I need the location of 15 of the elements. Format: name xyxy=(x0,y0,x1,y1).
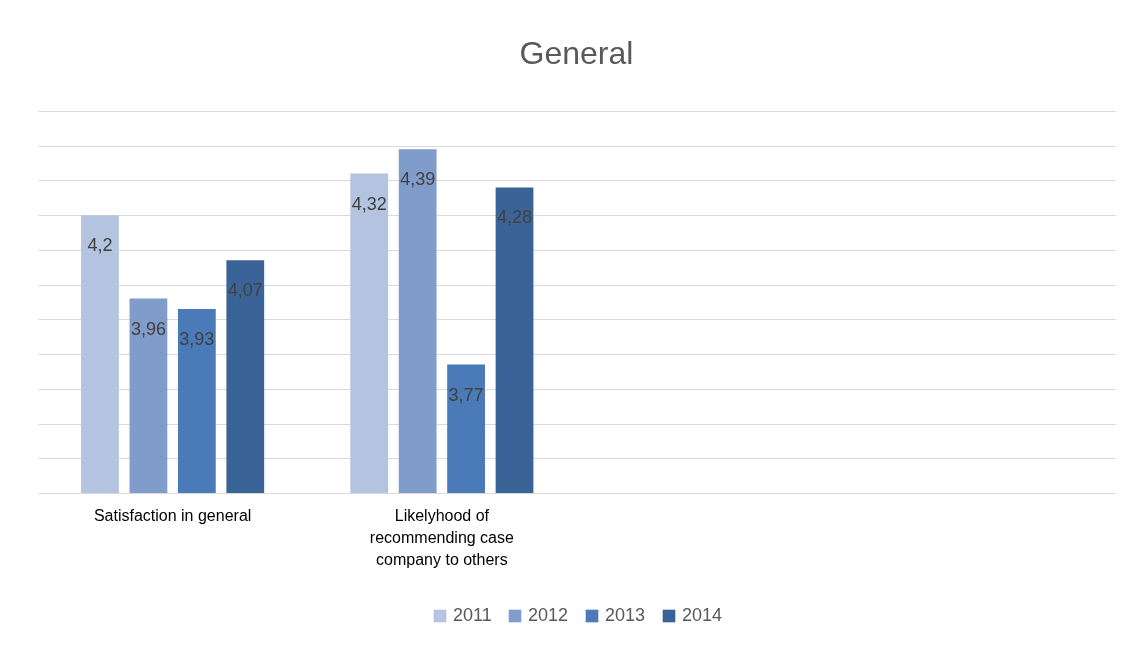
x-tick-label: Satisfaction in general xyxy=(93,506,252,524)
legend-label: 2014 xyxy=(682,605,723,625)
chart-title: General xyxy=(519,35,634,71)
data-label: 4,2 xyxy=(87,235,113,256)
data-label: 4,28 xyxy=(497,207,533,228)
data-label: 4,07 xyxy=(227,280,263,301)
data-label: 3,93 xyxy=(179,328,215,349)
data-label: 3,96 xyxy=(130,318,166,339)
data-label: 3,77 xyxy=(448,384,484,405)
data-label: 4,32 xyxy=(351,193,387,214)
legend-label: 2011 xyxy=(453,605,492,625)
x-tick-label: Likelyhood of recommending case company to others xyxy=(369,506,515,568)
data-label: 4,39 xyxy=(400,169,436,190)
legend-label: 2013 xyxy=(605,605,646,625)
legend-label: 2012 xyxy=(528,605,569,625)
